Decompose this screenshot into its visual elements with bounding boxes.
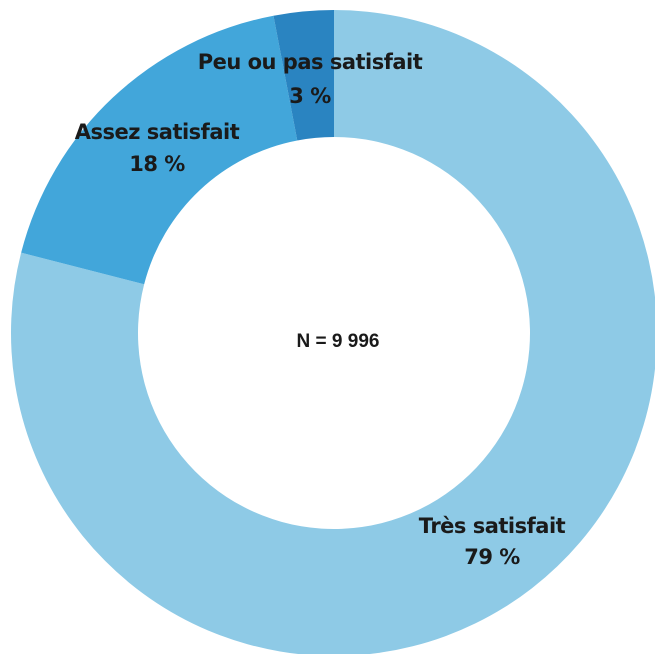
wedge [21,15,298,285]
value-label: 79 % [464,545,520,569]
wedge [11,10,655,654]
value-label: 18 % [129,152,185,176]
wedge [273,10,334,141]
slice-label: Peu ou pas satisfait [198,50,423,74]
value-label: 3 % [289,84,331,108]
slice-label: Assez satisfait [75,120,240,144]
center-annotation: N = 9 996 [297,331,380,352]
slice-label: Très satisfait [419,514,566,538]
